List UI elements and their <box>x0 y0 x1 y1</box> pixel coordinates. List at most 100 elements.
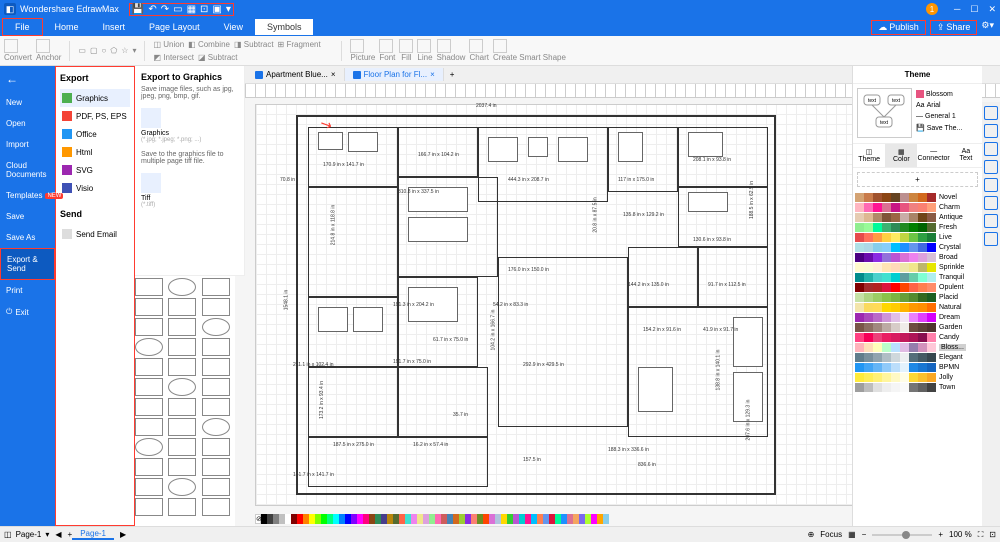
page-sel[interactable]: Page-1 <box>16 530 42 539</box>
shape-symbol[interactable] <box>168 438 196 456</box>
shape-star-icon[interactable]: ☆ <box>121 46 128 55</box>
shape-circle-icon[interactable]: ○ <box>102 46 107 55</box>
swatch-row[interactable]: Elegant <box>855 353 980 362</box>
tab-theme[interactable]: ◫Theme <box>853 144 885 167</box>
grid-icon[interactable]: ▦ <box>848 530 856 539</box>
shape-symbol[interactable] <box>168 338 196 356</box>
file-new[interactable]: New <box>0 92 55 113</box>
file-templates[interactable]: TemplatesNEW <box>0 185 55 206</box>
bool-combine[interactable]: ◧ Combine <box>188 40 230 49</box>
font-icon[interactable] <box>379 39 393 53</box>
shape-symbol[interactable] <box>202 318 230 336</box>
nav-icon[interactable]: ⊕ <box>808 530 815 539</box>
swatch-row[interactable]: Antique <box>855 213 980 222</box>
menu-pagelayout[interactable]: Page Layout <box>137 19 212 35</box>
shape-symbol[interactable] <box>202 458 230 476</box>
swatch-row[interactable]: Bloss... <box>855 343 980 352</box>
anchor-icon[interactable] <box>36 39 50 53</box>
swatch-row[interactable]: Broad <box>855 253 980 262</box>
shape-symbol[interactable] <box>168 378 196 396</box>
tiff-thumb-icon[interactable] <box>141 173 161 193</box>
page-tab[interactable]: Page-1 <box>72 529 114 540</box>
tool-icon[interactable] <box>984 178 998 192</box>
file-exit[interactable]: ⏻ Exit <box>0 301 55 323</box>
swatch-row[interactable]: Natural <box>855 303 980 312</box>
export-office[interactable]: Office <box>60 125 130 143</box>
tab-floorplan[interactable]: Floor Plan for Fl... × <box>345 68 444 81</box>
swatch-row[interactable]: Opulent <box>855 283 980 292</box>
swatch-row[interactable]: Town <box>855 383 980 392</box>
zoom-in-icon[interactable]: + <box>938 530 943 539</box>
convert-icon[interactable] <box>4 39 18 53</box>
swatch-row[interactable]: BPMN <box>855 363 980 372</box>
opt-graphics[interactable]: Graphics <box>141 130 238 137</box>
shape-symbol[interactable] <box>202 378 230 396</box>
menu-view[interactable]: View <box>212 19 255 35</box>
shape-symbol[interactable] <box>168 318 196 336</box>
file-import[interactable]: Import <box>0 134 55 155</box>
swatch-row[interactable]: Dream <box>855 313 980 322</box>
file-print[interactable]: Print <box>0 280 55 301</box>
export-visio[interactable]: Visio <box>60 179 130 197</box>
tab-apartment[interactable]: Apartment Blue... × <box>247 68 344 81</box>
file-export[interactable]: Export & Send <box>0 248 55 280</box>
shape-more-icon[interactable]: ▾ <box>132 46 136 55</box>
shape-symbol[interactable] <box>202 498 230 516</box>
maximize-icon[interactable]: ☐ <box>970 4 978 15</box>
shape-symbol[interactable] <box>135 458 163 476</box>
tool-icon[interactable] <box>984 124 998 138</box>
shape-symbol[interactable] <box>135 378 163 396</box>
shape-symbol[interactable] <box>135 358 163 376</box>
publish-button[interactable]: ☁ Publish <box>871 20 926 35</box>
bool-subtract2[interactable]: ◪ Subtract <box>198 53 238 62</box>
bool-intersect[interactable]: ◩ Intersect <box>153 53 193 62</box>
shape-symbol[interactable] <box>135 498 163 516</box>
file-saveas[interactable]: Save As <box>0 227 55 248</box>
chart-icon[interactable] <box>469 39 483 53</box>
swatch-row[interactable]: Candy <box>855 333 980 342</box>
smart-icon[interactable] <box>493 39 507 53</box>
export-graphics[interactable]: Graphics <box>60 89 130 107</box>
page-next-icon[interactable]: ▶ <box>120 530 126 539</box>
opt-general[interactable]: — General 1 <box>916 111 978 122</box>
qat-icon[interactable]: ▣ <box>212 4 221 15</box>
zoom-out-icon[interactable]: − <box>862 530 867 539</box>
qat-save-icon[interactable]: 💾 <box>132 4 144 15</box>
fullscreen-icon[interactable]: ⊡ <box>989 530 996 539</box>
shape-symbol[interactable] <box>202 358 230 376</box>
page-dropdown-icon[interactable]: ▾ <box>45 530 49 539</box>
shape-symbol[interactable] <box>135 478 163 496</box>
shape-symbol[interactable] <box>168 278 196 296</box>
shape-symbol[interactable] <box>168 418 196 436</box>
qat-icon[interactable]: ⊡ <box>200 4 208 15</box>
tab-color[interactable]: ▦Color <box>885 144 917 167</box>
shape-symbol[interactable] <box>168 458 196 476</box>
send-email[interactable]: Send Email <box>60 225 130 243</box>
share-button[interactable]: ⇪ Share <box>930 20 978 35</box>
picture-icon[interactable] <box>350 39 364 53</box>
shadow-icon[interactable] <box>437 39 451 53</box>
shape-symbol[interactable] <box>202 338 230 356</box>
file-save[interactable]: Save <box>0 206 55 227</box>
swatch-row[interactable]: Tranquil <box>855 273 980 282</box>
minimize-icon[interactable]: ─ <box>954 4 960 15</box>
settings-icon[interactable]: ⚙▾ <box>981 20 994 35</box>
shape-symbol[interactable] <box>168 478 196 496</box>
graphics-thumb-icon[interactable] <box>141 108 161 128</box>
menu-insert[interactable]: Insert <box>91 19 138 35</box>
focus-label[interactable]: Focus <box>820 530 842 539</box>
qat-icon[interactable]: ▦ <box>187 4 196 15</box>
opt-arial[interactable]: Aa Arial <box>916 100 978 111</box>
shape-symbol[interactable] <box>135 318 163 336</box>
shape-symbol[interactable] <box>135 398 163 416</box>
shape-rect-icon[interactable]: ▭ <box>78 46 86 55</box>
opt-save[interactable]: 💾 Save The... <box>916 122 978 134</box>
swatch-row[interactable]: Charm <box>855 203 980 212</box>
shape-symbol[interactable] <box>135 438 163 456</box>
qat-dropdown-icon[interactable]: ▾ <box>226 4 231 15</box>
shape-symbol[interactable] <box>135 418 163 436</box>
shape-symbol[interactable] <box>168 398 196 416</box>
shape-symbol[interactable] <box>202 418 230 436</box>
swatch-row[interactable]: Sprinkle <box>855 263 980 272</box>
bool-fragment[interactable]: ⊞ Fragment <box>278 40 321 49</box>
